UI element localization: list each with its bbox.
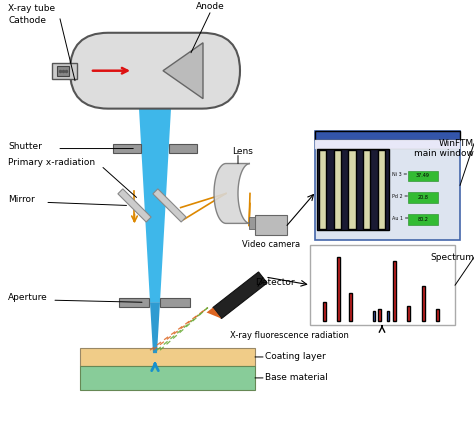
FancyBboxPatch shape: [319, 150, 326, 229]
Text: Au 1 =: Au 1 =: [392, 216, 409, 221]
FancyBboxPatch shape: [255, 215, 287, 235]
FancyBboxPatch shape: [249, 218, 255, 229]
FancyBboxPatch shape: [317, 148, 389, 230]
Text: Base material: Base material: [265, 374, 328, 382]
Polygon shape: [214, 164, 250, 223]
FancyBboxPatch shape: [337, 257, 340, 321]
FancyBboxPatch shape: [315, 139, 460, 148]
FancyBboxPatch shape: [408, 170, 438, 181]
FancyBboxPatch shape: [315, 131, 460, 139]
FancyBboxPatch shape: [80, 348, 255, 366]
Polygon shape: [139, 109, 171, 302]
FancyBboxPatch shape: [407, 306, 410, 321]
FancyBboxPatch shape: [52, 63, 77, 79]
FancyBboxPatch shape: [315, 131, 460, 240]
Text: Cathode: Cathode: [8, 16, 46, 25]
Text: Video camera: Video camera: [242, 240, 300, 249]
Text: X-ray fluorescence radiation: X-ray fluorescence radiation: [230, 331, 349, 340]
FancyBboxPatch shape: [373, 311, 375, 321]
FancyBboxPatch shape: [421, 286, 425, 321]
FancyBboxPatch shape: [436, 309, 439, 321]
Text: Ni 3 =: Ni 3 =: [392, 173, 407, 178]
FancyBboxPatch shape: [348, 150, 356, 229]
FancyBboxPatch shape: [57, 66, 69, 76]
Text: Mirror: Mirror: [8, 195, 35, 204]
Text: Spectrum: Spectrum: [430, 253, 474, 262]
FancyBboxPatch shape: [323, 302, 326, 321]
Polygon shape: [153, 189, 186, 222]
Text: X-ray tube: X-ray tube: [8, 4, 55, 13]
FancyBboxPatch shape: [363, 150, 370, 229]
FancyBboxPatch shape: [113, 144, 141, 153]
Text: Shutter: Shutter: [8, 142, 42, 151]
FancyBboxPatch shape: [408, 192, 438, 204]
Polygon shape: [213, 272, 267, 318]
Polygon shape: [150, 302, 160, 353]
FancyBboxPatch shape: [408, 215, 438, 226]
Text: 80.2: 80.2: [418, 218, 428, 223]
FancyBboxPatch shape: [392, 262, 396, 321]
FancyBboxPatch shape: [334, 150, 341, 229]
Polygon shape: [118, 189, 151, 222]
Text: WinFTM
main window: WinFTM main window: [414, 139, 474, 158]
Text: 20.8: 20.8: [418, 195, 428, 201]
Text: Lens: Lens: [233, 147, 254, 156]
FancyBboxPatch shape: [378, 150, 385, 229]
Text: Detector: Detector: [255, 278, 295, 287]
FancyBboxPatch shape: [349, 293, 352, 321]
Polygon shape: [163, 43, 203, 99]
FancyBboxPatch shape: [119, 298, 149, 307]
Text: Anode: Anode: [196, 2, 224, 11]
FancyBboxPatch shape: [80, 366, 255, 390]
Text: Pd 2 =: Pd 2 =: [392, 195, 408, 199]
Text: 37.49: 37.49: [416, 173, 430, 179]
FancyBboxPatch shape: [310, 245, 455, 325]
FancyBboxPatch shape: [378, 309, 381, 321]
Text: Primary x-radiation: Primary x-radiation: [8, 157, 95, 167]
Polygon shape: [207, 307, 221, 318]
FancyBboxPatch shape: [161, 298, 191, 307]
Text: Coating layer: Coating layer: [265, 352, 326, 361]
FancyBboxPatch shape: [70, 33, 240, 109]
FancyBboxPatch shape: [387, 311, 389, 321]
FancyBboxPatch shape: [169, 144, 197, 153]
Text: Aperture: Aperture: [8, 293, 48, 302]
